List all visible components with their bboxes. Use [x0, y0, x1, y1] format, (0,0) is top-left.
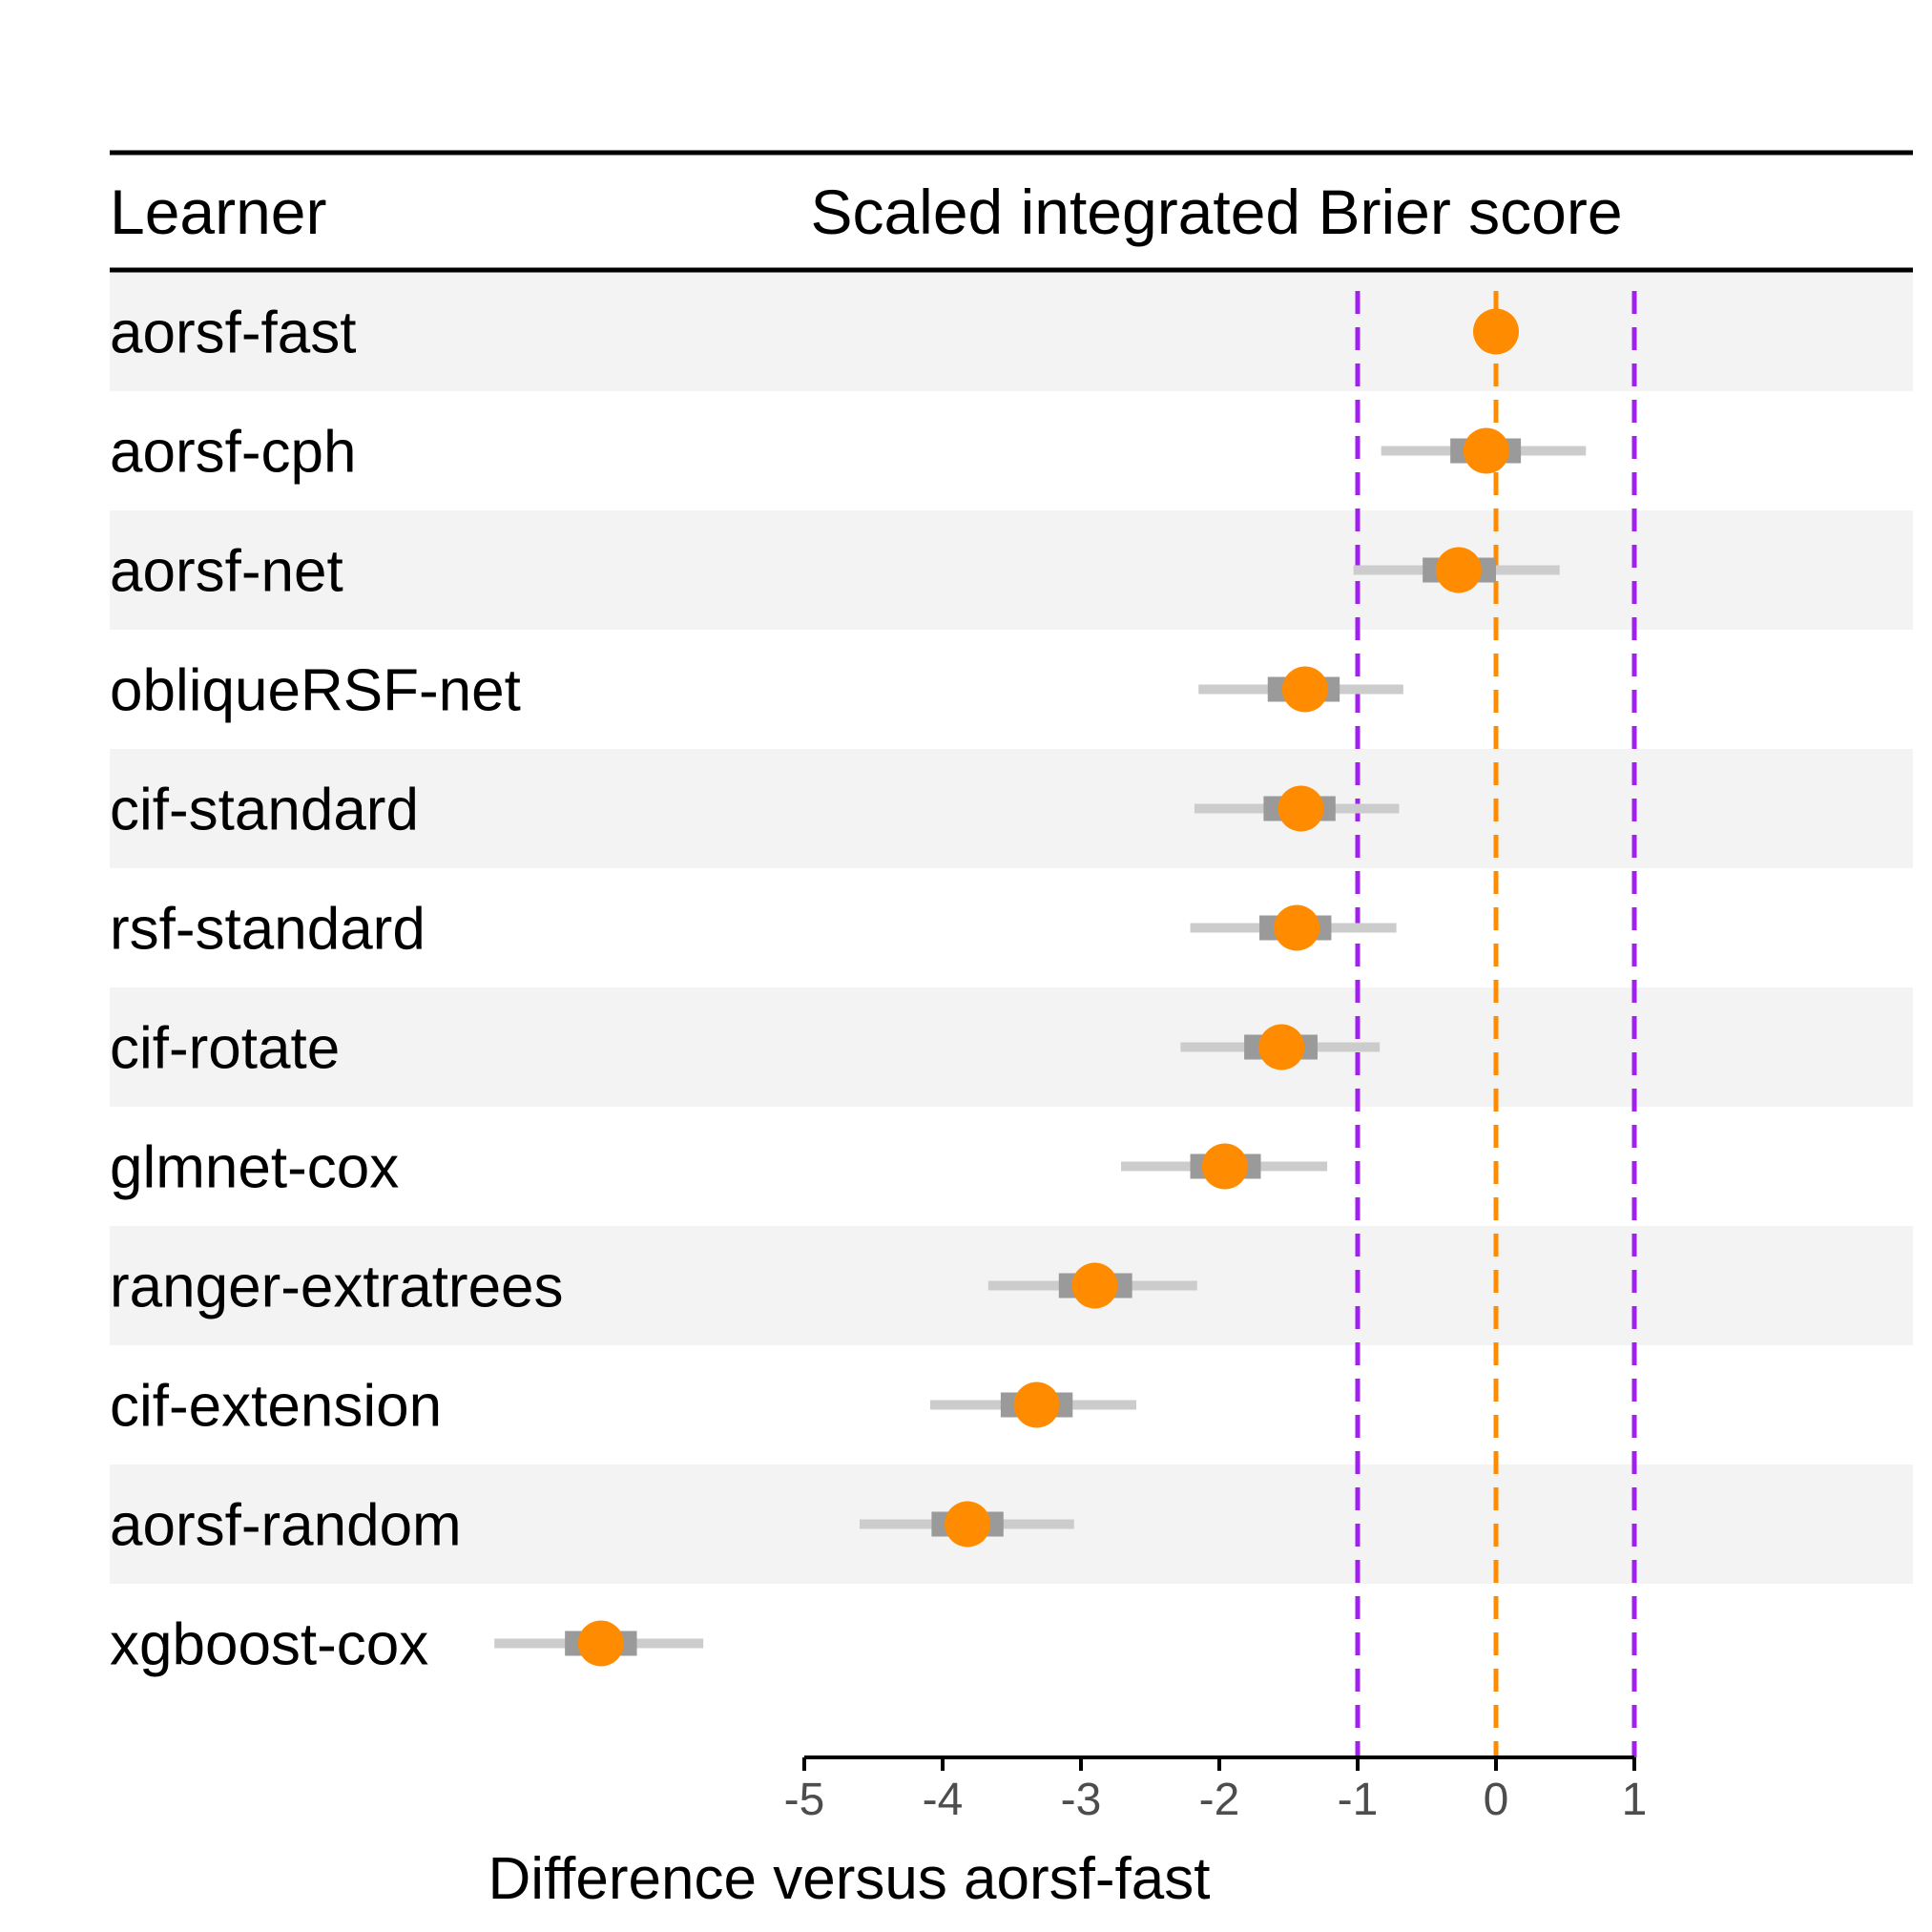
learner-column-header: Learner [110, 177, 327, 247]
learner-label: ranger-extratrees [110, 1255, 564, 1320]
estimate-point [1258, 1024, 1305, 1070]
learner-label: aorsf-cph [110, 420, 356, 486]
learner-label: cif-rotate [110, 1016, 340, 1082]
learner-label: glmnet-cox [110, 1135, 399, 1201]
learner-label: cif-standard [110, 778, 419, 843]
row-band [110, 987, 1913, 1107]
estimate-point [1278, 785, 1324, 832]
row-band [110, 272, 1913, 391]
x-tick-label: 1 [1622, 1775, 1648, 1825]
estimate-point [577, 1620, 624, 1667]
learner-label: cif-extension [110, 1374, 442, 1440]
learner-label: xgboost-cox [110, 1612, 428, 1678]
x-tick-label: 0 [1484, 1775, 1509, 1825]
estimate-point [945, 1501, 991, 1548]
estimate-point [1013, 1381, 1060, 1428]
metric-column-header: Scaled integrated Brier score [810, 177, 1622, 247]
reference-lines [1355, 291, 1637, 1757]
estimate-point [1274, 904, 1320, 951]
learner-label: rsf-standard [110, 897, 426, 963]
interval-marks [494, 308, 1587, 1667]
learner-label: aorsf-random [110, 1493, 462, 1559]
x-axis: -5 -4 -3 -2 -1 0 1 [784, 1755, 1648, 1825]
x-tick-label: -4 [923, 1775, 964, 1825]
estimate-point [1473, 308, 1519, 355]
estimate-point [1071, 1262, 1118, 1309]
row-band [110, 510, 1913, 630]
learner-label: aorsf-net [110, 539, 343, 605]
estimate-point [1463, 427, 1509, 474]
learner-label: aorsf-fast [110, 301, 356, 366]
x-tick-label: -3 [1061, 1775, 1102, 1825]
x-axis-title: Difference versus aorsf-fast [488, 1846, 1211, 1912]
row-band [110, 749, 1913, 868]
estimate-point [1435, 547, 1482, 593]
estimate-point [1281, 666, 1328, 713]
learner-labels: aorsf-fast aorsf-cph aorsf-net obliqueRSF-n… [110, 301, 564, 1678]
x-tick-label: -5 [784, 1775, 825, 1825]
learner-label: obliqueRSF-net [110, 658, 521, 724]
x-tick-label: -1 [1338, 1775, 1379, 1825]
x-tick-label: -2 [1199, 1775, 1240, 1825]
estimate-point [1201, 1143, 1248, 1190]
